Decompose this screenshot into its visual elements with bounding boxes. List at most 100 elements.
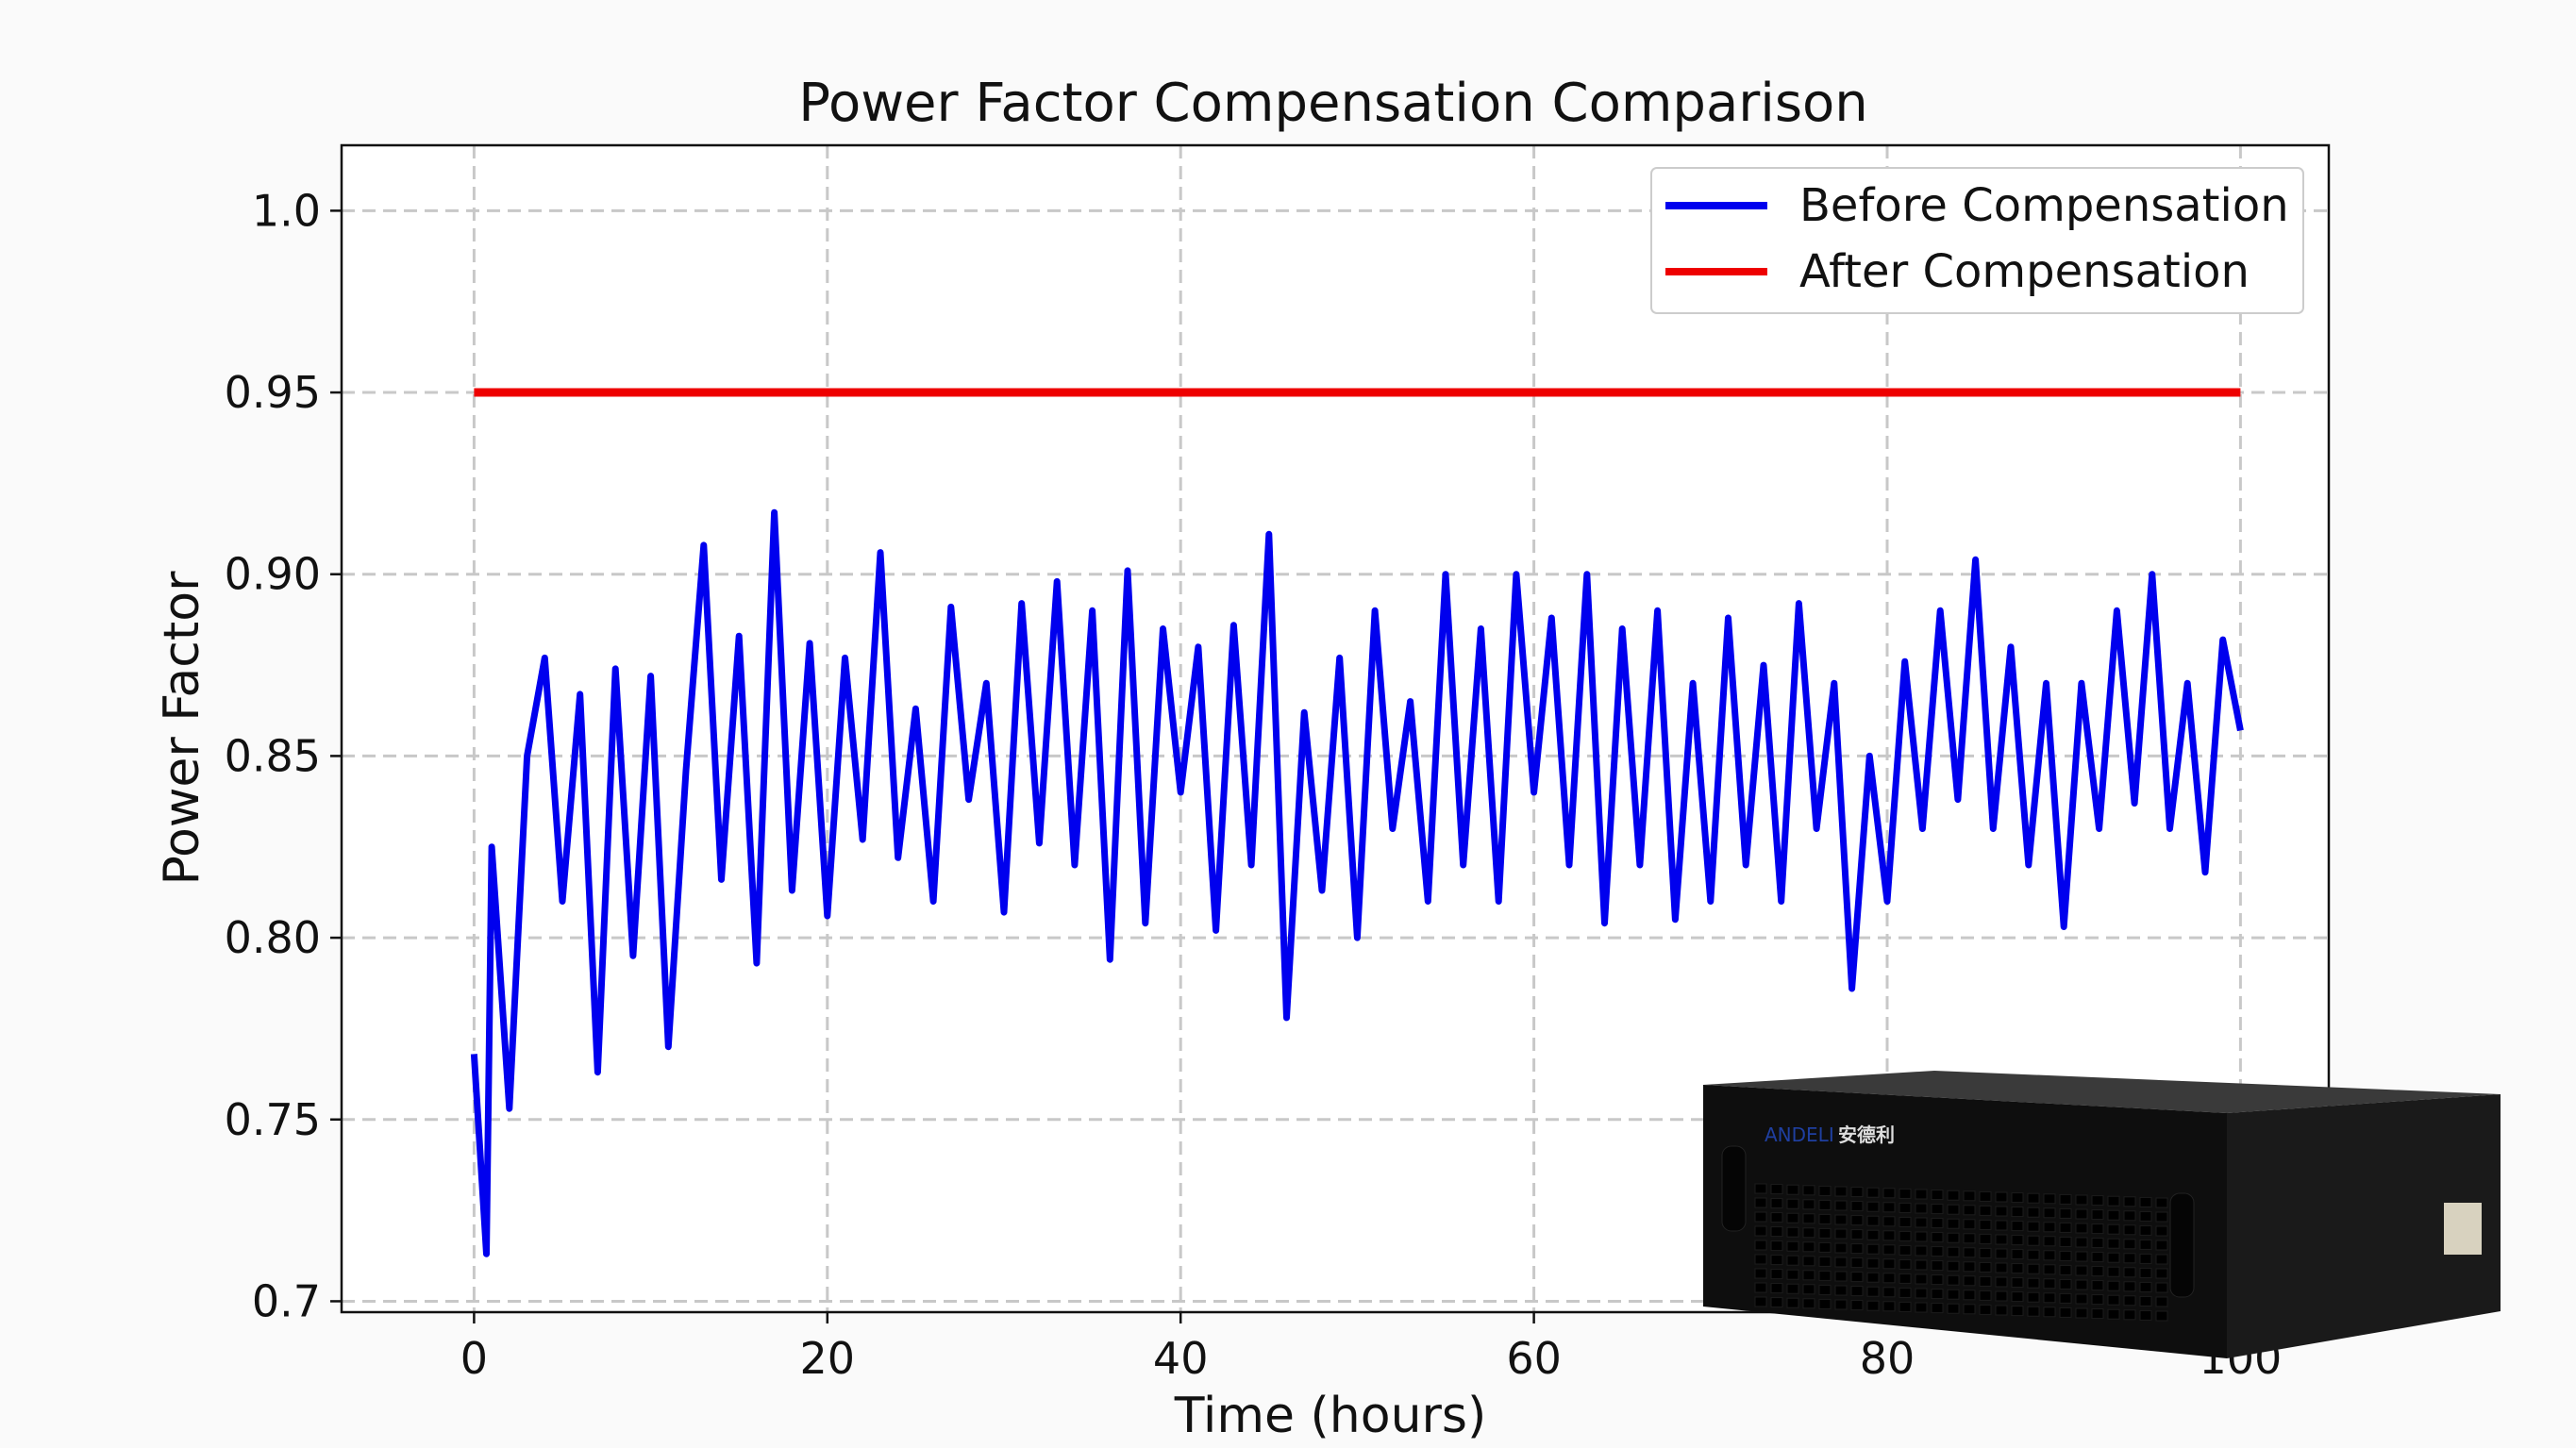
vent-hole — [2155, 1197, 2168, 1208]
vent-hole — [1786, 1226, 1799, 1238]
vent-hole — [2043, 1278, 2056, 1290]
vent-hole — [2091, 1223, 2104, 1235]
vent-hole — [1931, 1303, 1944, 1314]
vent-hole — [1770, 1269, 1783, 1280]
vent-hole — [1963, 1275, 1976, 1287]
vent-hole — [1915, 1273, 1928, 1285]
legend: Before Compensation After Compensation — [1650, 167, 2304, 314]
vent-hole — [1786, 1184, 1799, 1195]
vent-hole — [1802, 1298, 1815, 1309]
vent-hole — [2155, 1254, 2168, 1265]
vent-hole — [1850, 1229, 1864, 1240]
vent-hole — [2107, 1195, 2120, 1207]
vent-hole — [1915, 1189, 1928, 1200]
vent-hole — [1915, 1302, 1928, 1313]
vent-hole — [2139, 1281, 2152, 1292]
x-tick-label: 40 — [1153, 1333, 1209, 1384]
vent-hole — [1818, 1241, 1832, 1253]
vent-hole — [1931, 1289, 1944, 1300]
vent-hole — [1995, 1262, 2008, 1273]
vent-hole — [2011, 1192, 2024, 1204]
vent-hole — [1802, 1185, 1815, 1196]
vent-hole — [1979, 1219, 1992, 1230]
vent-hole — [1754, 1282, 1767, 1293]
vent-hole — [2027, 1235, 2040, 1246]
vent-hole — [2139, 1267, 2152, 1278]
vent-hole — [1770, 1226, 1783, 1238]
vent-hole — [2043, 1292, 2056, 1304]
vent-hole — [1899, 1273, 1912, 1284]
vent-hole — [2027, 1291, 2040, 1303]
cabinet-vent-grille — [1754, 1183, 2168, 1322]
vent-hole — [2091, 1195, 2104, 1207]
vent-hole — [2107, 1294, 2120, 1306]
vent-hole — [1915, 1217, 1928, 1228]
vent-hole — [1754, 1296, 1767, 1307]
vent-hole — [1979, 1261, 1992, 1273]
vent-hole — [1802, 1270, 1815, 1281]
vent-hole — [2075, 1307, 2088, 1319]
vent-hole — [2059, 1250, 2072, 1261]
vent-hole — [1979, 1247, 1992, 1258]
vent-hole — [2091, 1209, 2104, 1221]
vent-hole — [1995, 1276, 2008, 1288]
vent-hole — [2107, 1252, 2120, 1263]
vent-hole — [1850, 1272, 1864, 1283]
vent-hole — [2155, 1282, 2168, 1293]
vent-hole — [1915, 1288, 1928, 1299]
vent-hole — [2075, 1293, 2088, 1305]
vent-hole — [2011, 1263, 2024, 1274]
vent-hole — [2075, 1251, 2088, 1262]
x-tick-label: 60 — [1506, 1333, 1562, 1384]
vent-hole — [1818, 1284, 1832, 1295]
vent-hole — [2123, 1295, 2136, 1307]
y-tick-label: 0.75 — [225, 1094, 321, 1145]
vent-hole — [2027, 1221, 2040, 1232]
x-axis-label: Time (hours) — [1174, 1388, 1487, 1444]
vent-hole — [1818, 1256, 1832, 1267]
vent-hole — [1995, 1220, 2008, 1231]
vent-hole — [1979, 1205, 1992, 1216]
vent-hole — [2059, 1264, 2072, 1275]
vent-hole — [2107, 1308, 2120, 1320]
vent-hole — [1899, 1188, 1912, 1199]
vent-hole — [1818, 1270, 1832, 1281]
vent-hole — [2027, 1263, 2040, 1274]
vent-hole — [1770, 1297, 1783, 1308]
vent-hole — [1931, 1232, 1944, 1243]
vent-hole — [1802, 1241, 1815, 1253]
vent-hole — [2123, 1210, 2136, 1222]
vent-hole — [2139, 1309, 2152, 1321]
vent-hole — [2091, 1238, 2104, 1249]
vent-hole — [2075, 1279, 2088, 1290]
vent-hole — [2011, 1306, 2024, 1317]
vent-hole — [2123, 1309, 2136, 1321]
vent-hole — [1866, 1243, 1880, 1255]
vent-hole — [1834, 1214, 1848, 1225]
vent-hole — [1963, 1247, 1976, 1258]
vent-hole — [2011, 1249, 2024, 1260]
vent-hole — [1786, 1283, 1799, 1294]
vent-hole — [2075, 1265, 2088, 1276]
vent-hole — [1931, 1260, 1944, 1272]
vent-hole — [2043, 1264, 2056, 1275]
vent-hole — [1995, 1248, 2008, 1259]
vent-hole — [1979, 1233, 1992, 1244]
vent-hole — [1995, 1290, 2008, 1302]
vent-hole — [1754, 1268, 1767, 1279]
vent-hole — [2043, 1207, 2056, 1219]
vent-hole — [1882, 1258, 1896, 1270]
vent-hole — [1754, 1197, 1767, 1208]
vent-hole — [1802, 1227, 1815, 1239]
vent-hole — [1754, 1183, 1767, 1194]
vent-hole — [2107, 1280, 2120, 1291]
vent-hole — [2059, 1222, 2072, 1233]
vent-hole — [1754, 1225, 1767, 1237]
vent-hole — [2075, 1208, 2088, 1220]
vent-hole — [1915, 1231, 1928, 1242]
vent-hole — [2059, 1307, 2072, 1318]
vent-hole — [1947, 1274, 1960, 1286]
vent-hole — [2059, 1236, 2072, 1247]
